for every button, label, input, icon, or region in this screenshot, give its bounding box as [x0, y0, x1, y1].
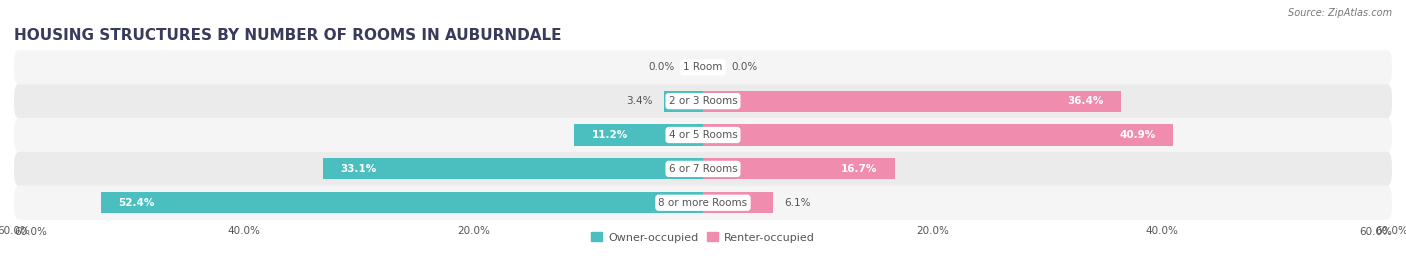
FancyBboxPatch shape: [14, 84, 1392, 118]
Text: 52.4%: 52.4%: [118, 198, 155, 208]
Bar: [323, 158, 703, 179]
FancyBboxPatch shape: [14, 118, 1392, 152]
FancyBboxPatch shape: [14, 186, 1392, 220]
Text: 33.1%: 33.1%: [340, 164, 377, 174]
Bar: [703, 192, 773, 213]
Bar: [703, 91, 1121, 112]
Text: 36.4%: 36.4%: [1067, 96, 1104, 106]
Bar: [664, 91, 703, 112]
Text: 0.0%: 0.0%: [648, 62, 675, 72]
Text: 3.4%: 3.4%: [626, 96, 652, 106]
Bar: [575, 124, 703, 146]
Text: 0.0%: 0.0%: [731, 62, 758, 72]
Text: 2 or 3 Rooms: 2 or 3 Rooms: [669, 96, 737, 106]
Text: 60.0%: 60.0%: [14, 227, 46, 237]
Text: HOUSING STRUCTURES BY NUMBER OF ROOMS IN AUBURNDALE: HOUSING STRUCTURES BY NUMBER OF ROOMS IN…: [14, 28, 561, 43]
Text: 6.1%: 6.1%: [785, 198, 811, 208]
Text: 60.0%: 60.0%: [1360, 227, 1392, 237]
Bar: [703, 158, 894, 179]
Text: 4 or 5 Rooms: 4 or 5 Rooms: [669, 130, 737, 140]
FancyBboxPatch shape: [14, 50, 1392, 84]
Legend: Owner-occupied, Renter-occupied: Owner-occupied, Renter-occupied: [586, 228, 820, 247]
Text: 11.2%: 11.2%: [592, 130, 628, 140]
Text: 1 Room: 1 Room: [683, 62, 723, 72]
Text: 6 or 7 Rooms: 6 or 7 Rooms: [669, 164, 737, 174]
Text: Source: ZipAtlas.com: Source: ZipAtlas.com: [1288, 8, 1392, 18]
FancyBboxPatch shape: [14, 152, 1392, 186]
Bar: [703, 124, 1173, 146]
Text: 16.7%: 16.7%: [841, 164, 877, 174]
Text: 8 or more Rooms: 8 or more Rooms: [658, 198, 748, 208]
Bar: [101, 192, 703, 213]
Text: 40.9%: 40.9%: [1119, 130, 1156, 140]
